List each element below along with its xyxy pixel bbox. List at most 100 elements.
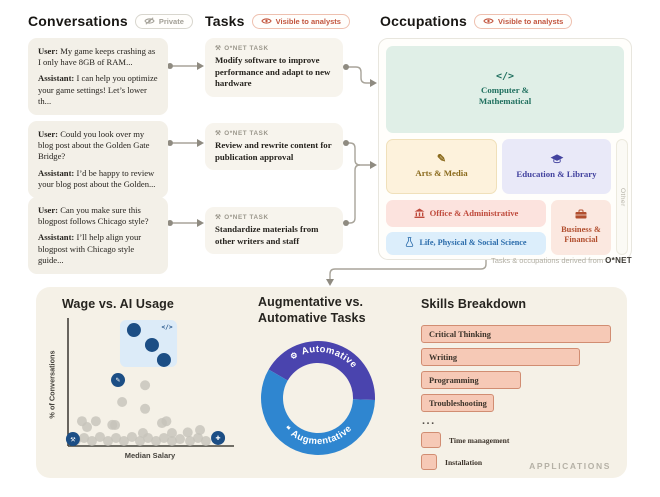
task-text: Standardize materials from other writers… xyxy=(215,224,319,246)
tool-icon: ⚒ xyxy=(215,130,222,137)
scatter-highlight-point xyxy=(156,352,171,367)
assistant-label: Assistant: xyxy=(38,167,75,178)
skill-bar: Writing xyxy=(421,348,580,366)
source-caption: Tasks & occupations derived from O*NET xyxy=(380,256,632,265)
tool-icon: ⚒ xyxy=(215,214,222,221)
scatter-point xyxy=(166,427,177,438)
skills-small-bars: Time management Installation xyxy=(421,432,621,470)
occupation-business-financial: Business & Financial xyxy=(551,200,611,255)
onet-task-tag: O*NET TASK xyxy=(224,130,269,137)
donut-title-line2: Automative Tasks xyxy=(258,311,366,326)
assistant-text: I can help you optimize your game settin… xyxy=(38,73,158,106)
scatter-highlight-point xyxy=(144,337,159,352)
connector-endpoints xyxy=(167,62,377,286)
occupation-name: Education & Library xyxy=(516,168,597,179)
skills-ellipsis: ... xyxy=(422,415,436,427)
skill-small-row: Installation xyxy=(421,454,621,470)
skill-bar-label: Installation xyxy=(445,457,483,467)
skill-small-row: Time management xyxy=(421,432,621,448)
briefcase-icon xyxy=(575,209,587,221)
conversation-card: User: Could you look over my blog post a… xyxy=(28,121,168,198)
occupation-education-library: Education & Library xyxy=(502,139,611,194)
scatter-point xyxy=(110,420,121,431)
user-label: User: xyxy=(38,205,59,215)
occupation-name: Life, Physical & Social Science xyxy=(419,238,527,248)
scatter-point xyxy=(79,432,90,443)
gear-icon: ⚙ xyxy=(289,350,300,362)
skill-bar-label: Programming xyxy=(429,375,479,385)
occupations-visibility-label: Visible to analysts xyxy=(498,16,564,26)
pen-icon: ✎ xyxy=(436,153,447,165)
scatter-point xyxy=(111,432,122,443)
onet-logo: O*NET xyxy=(605,256,632,265)
task-card: ⚒ O*NET TASK Modify software to improve p… xyxy=(205,38,343,97)
scatter-highlight-icon: ✎ xyxy=(116,377,121,384)
occupation-name: Office & Administrative xyxy=(429,208,519,219)
occupations-visibility-badge: Visible to analysts xyxy=(474,13,573,29)
scatter-point xyxy=(182,427,193,438)
occupations-header: Occupations Visible to analysts xyxy=(380,13,573,29)
eye-icon xyxy=(483,18,494,24)
assistant-text: I’ll help align your blogpost with Chica… xyxy=(38,232,142,265)
augmentative-automative-donut: ⚙Automative ❝Augmentative xyxy=(261,340,376,455)
eye-slash-icon xyxy=(144,17,155,25)
scatter-highlight-point xyxy=(111,373,126,388)
scatter-highlight-point xyxy=(126,323,141,338)
onet-task-tag: O*NET TASK xyxy=(224,45,269,52)
skill-bar: Troubleshooting xyxy=(421,394,494,412)
skill-bar-label: Writing xyxy=(429,352,457,362)
donut-chart-title: Augmentative vs. Automative Tasks xyxy=(258,294,366,327)
scatter-point xyxy=(195,425,206,436)
assistant-label: Assistant: xyxy=(38,232,75,243)
scatter-points: </> ✎ ⚒ ✚ xyxy=(65,320,226,447)
augmentative-slice xyxy=(261,369,375,455)
tasks-header: Tasks Visible to analysts xyxy=(205,13,350,29)
private-badge-label: Private xyxy=(158,16,184,26)
skill-bar xyxy=(421,454,437,470)
skills-breakdown: Critical Thinking Writing Programming Troub… xyxy=(421,325,621,476)
scatter-point xyxy=(134,436,145,447)
wage-chart-title: Wage vs. AI Usage xyxy=(62,297,174,311)
occupation-computer-mathematical: </> Computer & Mathematical xyxy=(386,46,624,133)
occupation-name: Arts & Media xyxy=(415,168,468,178)
scatter-point xyxy=(117,396,128,407)
occupation-life-physical-social-science: Life, Physical & Social Science xyxy=(386,232,546,255)
scatter-highlight-point xyxy=(211,430,226,445)
wage-chart-ylabel: % of Conversations xyxy=(47,350,57,419)
scatter-point xyxy=(193,432,204,443)
conversations-heading: Conversations xyxy=(28,13,128,29)
onet-task-tag: O*NET TASK xyxy=(224,214,269,221)
scatter-point xyxy=(158,432,169,443)
tool-icon: ⚒ xyxy=(215,45,222,52)
flask-icon xyxy=(405,237,414,249)
scatter-point xyxy=(166,436,177,447)
occupation-name: Other xyxy=(619,187,627,207)
scatter-point xyxy=(82,422,93,433)
user-text: My game keeps crashing as I only have 8G… xyxy=(38,46,156,68)
tasks-visibility-label: Visible to analysts xyxy=(275,16,341,26)
scatter-point xyxy=(118,436,129,447)
task-card: ⚒ O*NET TASK Review and rewrite content f… xyxy=(205,123,343,171)
occupation-office-administrative: Office & Administrative xyxy=(386,200,546,227)
donut-title-line1: Augmentative vs. xyxy=(258,295,364,309)
occupation-other: Other xyxy=(616,139,628,255)
chat-icon: ❝ xyxy=(283,424,293,434)
skill-bar: Critical Thinking xyxy=(421,325,611,343)
conversation-card: User: My game keeps crashing as I only h… xyxy=(28,38,168,115)
connector-task1-occupations xyxy=(348,66,370,84)
scatter-point xyxy=(200,436,211,447)
wage-chart-xlabel: Median Salary xyxy=(124,451,176,460)
occupations-heading: Occupations xyxy=(380,13,467,29)
scatter-point xyxy=(185,436,196,447)
automative-slice xyxy=(268,340,376,400)
connector-occupations-applications xyxy=(329,257,487,279)
assistant-text: I’d be happy to review your blog post ab… xyxy=(38,167,156,189)
scatter-highlight-icon: ✚ xyxy=(216,435,221,442)
user-label: User: xyxy=(38,46,59,56)
occupation-arts-media: ✎ Arts & Media xyxy=(386,139,497,194)
scatter-point xyxy=(175,434,186,445)
task-card: ⚒ O*NET TASK Standardize materials from o… xyxy=(205,207,343,255)
skill-bar xyxy=(421,432,441,448)
task-text: Review and rewrite content for publicati… xyxy=(215,140,332,162)
task-text: Modify software to improve performance a… xyxy=(215,55,331,89)
